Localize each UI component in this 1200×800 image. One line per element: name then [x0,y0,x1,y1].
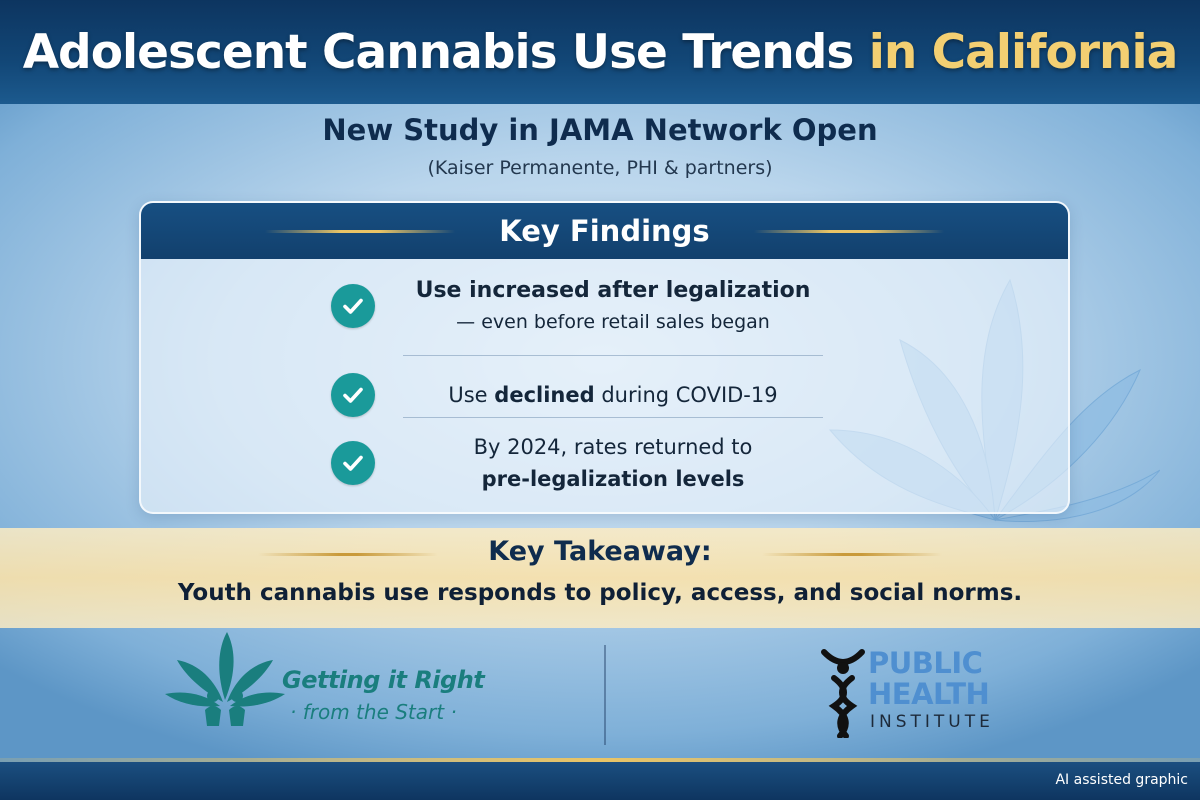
finding-item: By 2024, rates returned to pre-legalizat… [331,435,833,491]
key-takeaway-band: Key Takeaway: Youth cannabis use respond… [0,528,1200,628]
footer-gold-rule [0,758,1200,762]
header-band: Adolescent Cannabis Use Trends in Califo… [0,0,1200,104]
study-authors: (Kaiser Permanente, PHI & partners) [427,157,773,179]
finding-line: By 2024, rates returned to [473,435,753,459]
finding-emphasis: declined [494,383,595,407]
phi-logo-line3: INSTITUTE [870,712,994,732]
finding-line: — even before retail sales began [456,311,770,333]
heading-rule-right [754,230,944,233]
logo-separator [604,645,606,745]
page-title: Adolescent Cannabis Use Trends in Califo… [22,24,1179,80]
phi-logo-line2: HEALTH [868,677,990,711]
key-findings-heading: Key Findings [499,214,710,248]
phi-logo-line1: PUBLIC [868,646,983,680]
title-accent: in California [868,24,1179,80]
takeaway-rule-right [762,553,942,556]
takeaway-rule-left [258,553,438,556]
getting-it-right-logo-icon [165,632,285,726]
key-takeaway-heading: Key Takeaway: [488,536,712,567]
finding-prefix: Use [448,383,495,407]
key-takeaway-body: Youth cannabis use responds to policy, a… [177,580,1023,606]
finding-item: Use declined during COVID-19 [331,373,833,417]
study-title: New Study in JAMA Network Open [322,113,878,147]
footer-band [0,762,1200,800]
heading-rule-left [265,230,455,233]
finding-suffix: during COVID-19 [594,383,778,407]
title-main: Adolescent Cannabis Use Trends [22,24,855,80]
finding-line: pre-legalization levels [481,467,745,491]
public-health-institute-figure-icon [821,649,865,738]
finding-line: Use increased after legalization [415,278,811,303]
gir-logo-line2: · from the Start · [290,700,457,724]
finding-text: Use declined during COVID-19 [393,383,833,407]
finding-text: By 2024, rates returned to pre-legalizat… [393,435,833,491]
divider [403,355,823,356]
check-circle-icon [331,441,375,485]
check-circle-icon [331,283,375,328]
check-circle-icon [331,373,375,417]
finding-text: Use increased after legalization — even … [393,278,833,333]
finding-item: Use increased after legalization — even … [331,278,833,333]
gir-logo-line1: Getting it Right [282,666,485,694]
ai-assisted-note: AI assisted graphic [1055,772,1188,788]
key-findings-panel: Key Findings Use increased after legaliz… [139,201,1070,514]
divider [403,417,823,418]
key-findings-header: Key Findings [141,203,1068,259]
